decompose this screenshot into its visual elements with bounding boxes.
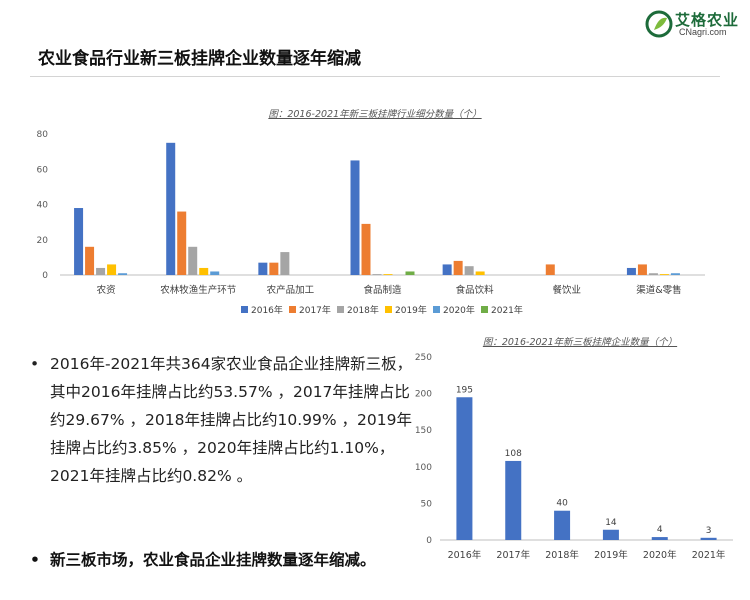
bar — [199, 267, 209, 275]
legend-swatch — [337, 306, 344, 313]
bullet-dot-icon: • — [30, 551, 40, 569]
bar — [269, 262, 279, 275]
bar — [85, 246, 95, 275]
bar — [442, 264, 452, 275]
y-tick-label: 60 — [37, 165, 49, 175]
bar — [505, 460, 522, 540]
y-tick-label: 40 — [37, 201, 49, 211]
x-tick-label: 农林牧渔生产环节 — [160, 284, 236, 296]
bar — [456, 397, 473, 540]
bar — [637, 264, 647, 275]
bar — [602, 529, 619, 540]
bar — [361, 223, 371, 275]
yearly-listings-chart: 0 50 100 150 200 250 195 2016年 108 2017年 40 2018年 14… — [415, 353, 733, 561]
bar — [107, 264, 117, 275]
x-tick-label: 2020年 — [643, 549, 677, 561]
logo-text: 艾格农业 — [675, 11, 740, 29]
x-tick-label: 2017年 — [496, 549, 530, 561]
legend-swatch — [385, 306, 392, 313]
bar — [258, 262, 268, 275]
bullet-text: 2016年-2021年共364家农业食品企业挂牌新三板，其中2016年挂牌占比约… — [50, 355, 413, 485]
bar — [670, 273, 680, 275]
leaf-logo-icon — [645, 10, 673, 38]
x-tick-label: 2021年 — [692, 549, 726, 561]
bullet-dot-icon: • — [30, 355, 40, 373]
bar — [464, 266, 474, 275]
bar — [700, 537, 717, 540]
logo: 艾格农业 CNagri.com — [645, 6, 743, 42]
bar — [554, 510, 571, 540]
bar — [453, 260, 463, 275]
bullet-item: • 新三板市场，农业食品企业挂牌数量逐年缩减。 — [28, 546, 413, 574]
y-tick-label: 250 — [415, 353, 432, 363]
y-tick-label: 100 — [415, 463, 432, 473]
x-tick-label: 2018年 — [545, 549, 579, 561]
legend-label: 2017年 — [299, 304, 331, 316]
bar — [177, 211, 187, 275]
bar — [475, 271, 485, 275]
bullet-list: • 2016年-2021年共364家农业食品企业挂牌新三板，其中2016年挂牌占… — [28, 350, 413, 574]
bar — [545, 264, 555, 275]
bar — [648, 273, 658, 275]
title-divider — [30, 76, 720, 77]
legend-label: 2021年 — [491, 304, 523, 316]
bar — [166, 142, 176, 275]
bar — [74, 208, 84, 275]
bar — [405, 271, 415, 275]
bar — [383, 274, 393, 275]
legend-swatch — [289, 306, 296, 313]
legend-swatch — [241, 306, 248, 313]
x-tick-label: 渠道&零售 — [636, 284, 681, 296]
legend-swatch — [481, 306, 488, 313]
y-tick-label: 50 — [421, 499, 433, 509]
y-tick-label: 20 — [37, 236, 49, 246]
bar — [659, 274, 669, 275]
bar — [188, 246, 198, 275]
legend-label: 2019年 — [395, 304, 427, 316]
industry-breakdown-chart: 0 20 40 60 80 农资 农林牧渔生产环节 农产品加工 食品制造 食品饮料 餐饮业 渠道&零售… — [37, 130, 705, 316]
bar — [651, 537, 668, 540]
page-title: 农业食品行业新三板挂牌企业数量逐年缩减 — [38, 49, 361, 69]
legend-swatch — [433, 306, 440, 313]
bar — [350, 160, 360, 275]
x-tick-label: 食品饮料 — [456, 284, 495, 296]
bar — [372, 274, 382, 275]
x-tick-label: 农资 — [97, 284, 117, 296]
data-label: 14 — [605, 518, 617, 528]
x-tick-label: 2016年 — [448, 549, 482, 561]
data-label: 4 — [657, 525, 663, 535]
data-label: 195 — [456, 385, 473, 395]
x-tick-label: 农产品加工 — [267, 284, 315, 296]
data-label: 40 — [556, 499, 568, 509]
bar — [96, 267, 106, 275]
y-tick-label: 150 — [415, 426, 432, 436]
chart2-title: 图：2016-2021年新三板挂牌企业数量（个） — [482, 337, 678, 348]
x-tick-label: 2019年 — [594, 549, 628, 561]
bar — [210, 271, 220, 275]
x-tick-label: 餐饮业 — [553, 284, 582, 296]
legend-label: 2016年 — [251, 304, 283, 316]
bullet-item: • 2016年-2021年共364家农业食品企业挂牌新三板，其中2016年挂牌占… — [28, 350, 413, 490]
bar — [280, 252, 290, 275]
bar — [118, 273, 128, 275]
y-tick-label: 0 — [42, 271, 48, 281]
bullet-text: 新三板市场，农业食品企业挂牌数量逐年缩减。 — [50, 551, 376, 569]
y-tick-label: 200 — [415, 390, 432, 400]
bar — [626, 267, 636, 275]
data-label: 3 — [706, 526, 712, 536]
legend-label: 2018年 — [347, 304, 379, 316]
chart1-title: 图：2016-2021年新三板挂牌行业细分数量（个） — [268, 109, 482, 120]
logo-subtext: CNagri.com — [679, 27, 727, 37]
legend-label: 2020年 — [443, 304, 475, 316]
y-tick-label: 0 — [426, 536, 432, 546]
data-label: 108 — [505, 449, 522, 459]
x-tick-label: 食品制造 — [363, 284, 402, 296]
y-tick-label: 80 — [37, 130, 49, 140]
